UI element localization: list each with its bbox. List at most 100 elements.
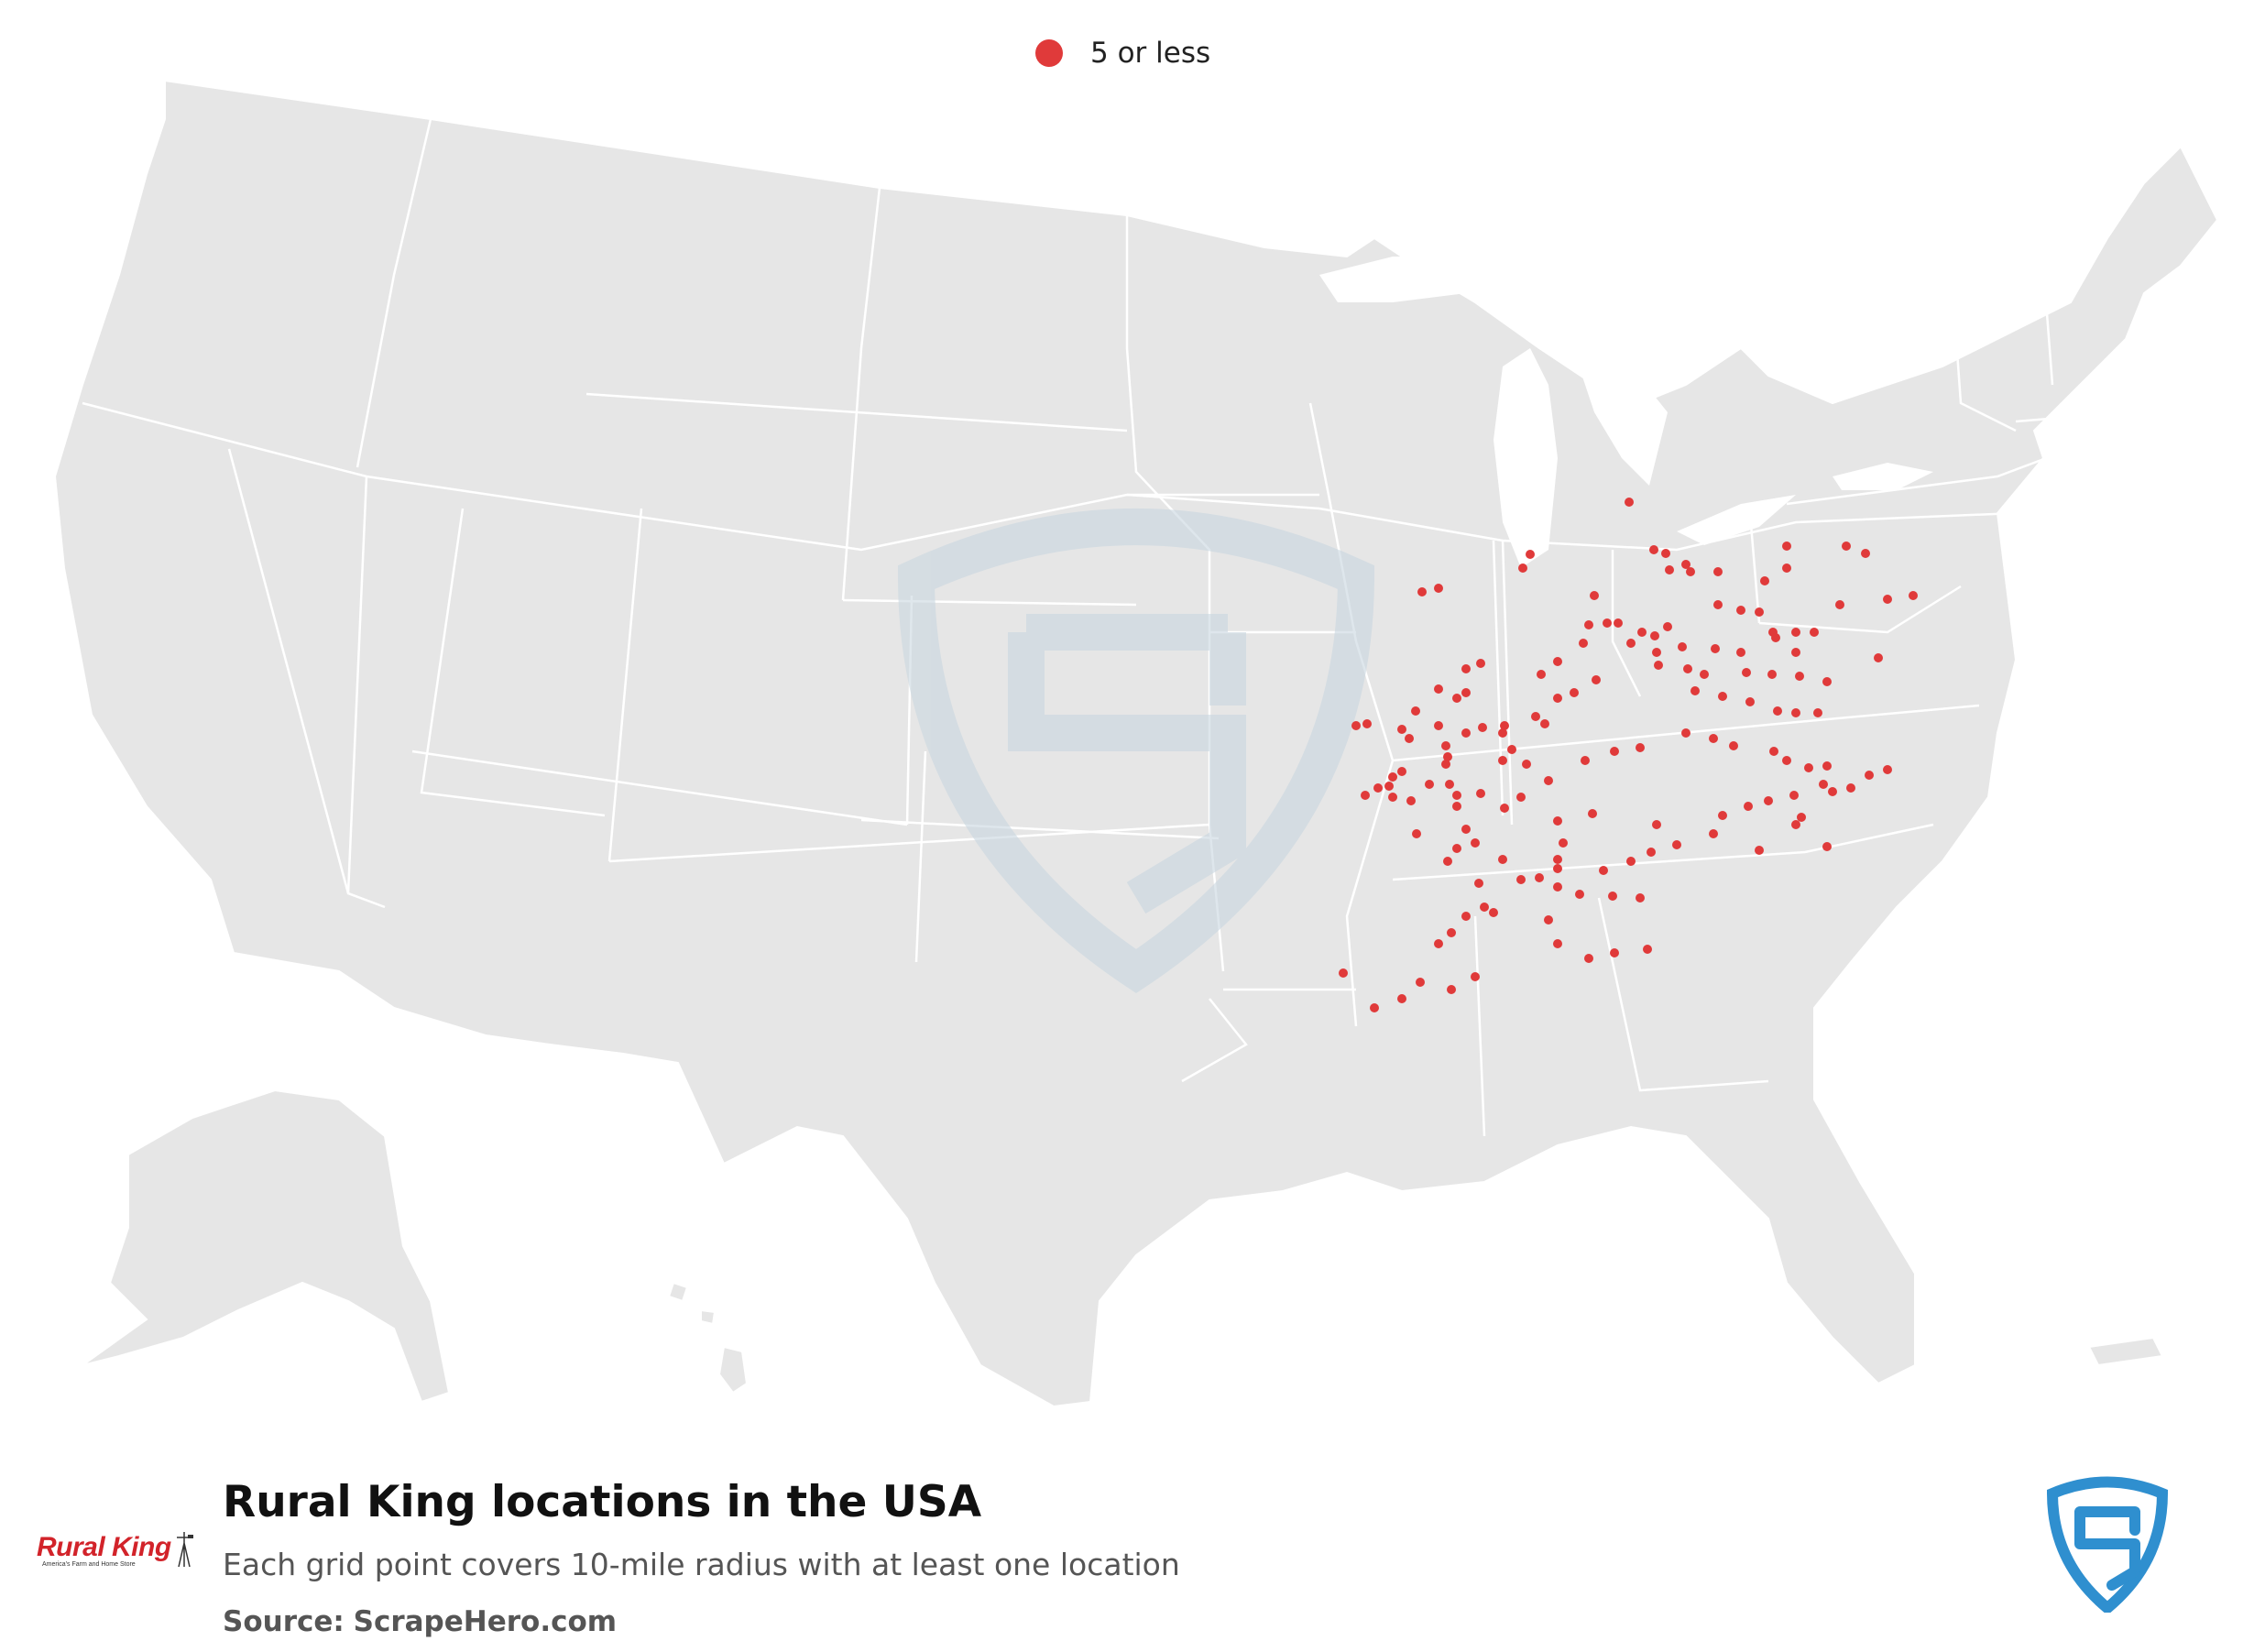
location-marker (1447, 985, 1456, 994)
location-marker (1441, 741, 1450, 750)
location-marker (1518, 563, 1527, 573)
location-marker (1406, 796, 1416, 805)
location-marker (1610, 948, 1619, 957)
location-marker (1500, 804, 1509, 813)
location-marker (1755, 846, 1764, 855)
location-marker (1570, 688, 1579, 697)
location-marker (1370, 1003, 1379, 1012)
location-marker (1672, 840, 1681, 849)
location-marker (1865, 771, 1874, 780)
location-marker (1498, 756, 1507, 765)
location-marker (1434, 684, 1443, 694)
location-marker (1537, 670, 1546, 679)
location-marker (1384, 782, 1394, 791)
legend-label: 5 or less (1090, 37, 1211, 70)
location-marker (1452, 844, 1461, 853)
location-marker (1742, 668, 1751, 677)
location-marker (1599, 866, 1608, 875)
location-marker (1654, 661, 1663, 670)
location-marker (1452, 802, 1461, 811)
location-marker (1636, 893, 1645, 903)
location-marker (1665, 565, 1674, 574)
location-marker (1476, 659, 1485, 668)
location-marker (1652, 648, 1661, 657)
location-marker (1461, 912, 1471, 921)
location-marker (1476, 789, 1485, 798)
location-marker (1579, 639, 1588, 648)
location-marker (1361, 791, 1370, 800)
location-marker (1713, 600, 1723, 609)
state-borders (82, 118, 2127, 1137)
location-marker (1590, 591, 1599, 600)
alaska (82, 1089, 451, 1404)
location-marker (1507, 745, 1516, 754)
location-marker (1683, 664, 1692, 673)
location-marker (1636, 743, 1645, 752)
location-marker (1647, 848, 1656, 857)
lake-huron (1576, 357, 1668, 486)
location-marker (1540, 719, 1549, 728)
location-marker (1797, 813, 1806, 822)
lake-erie (1677, 495, 1796, 545)
location-marker (1522, 760, 1531, 769)
location-marker (1498, 855, 1507, 864)
location-marker (1650, 631, 1659, 640)
us-map (53, 79, 2219, 1408)
source-label: Source: (223, 1605, 345, 1638)
logo-tagline: America's Farm and Home Store (42, 1561, 136, 1568)
lake-michigan (1494, 348, 1558, 568)
location-marker (1909, 591, 1918, 600)
scrapehero-shield-icon (2046, 1476, 2169, 1613)
location-marker (1553, 694, 1562, 703)
location-marker (1842, 542, 1851, 551)
legend-marker (1035, 39, 1063, 67)
location-marker (1804, 763, 1813, 772)
location-marker (1773, 706, 1782, 716)
windmill-icon (177, 1532, 193, 1568)
location-marker (1819, 780, 1828, 789)
source-line: Source: ScrapeHero.com (223, 1605, 617, 1638)
location-marker (1452, 791, 1461, 800)
location-marker (1471, 972, 1480, 981)
location-marker (1718, 811, 1727, 820)
location-marker (1588, 809, 1597, 818)
location-marker (1782, 563, 1791, 573)
location-marker (1681, 560, 1690, 569)
location-marker (1516, 793, 1526, 802)
location-marker (1553, 864, 1562, 873)
location-marker (1478, 723, 1487, 732)
location-marker (1789, 791, 1799, 800)
location-marker (1626, 639, 1636, 648)
location-marker (1351, 721, 1361, 730)
location-marker (1397, 767, 1406, 776)
location-marker (1661, 549, 1670, 558)
location-marker (1373, 783, 1383, 793)
source-value: ScrapeHero.com (353, 1605, 618, 1638)
location-marker (1553, 855, 1562, 864)
location-marker (1771, 633, 1780, 642)
location-marker (1637, 628, 1647, 637)
location-marker (1690, 686, 1700, 695)
location-marker (1729, 741, 1738, 750)
location-marker (1681, 728, 1690, 738)
location-marker (1745, 697, 1755, 706)
location-marker (1362, 719, 1372, 728)
location-marker (1397, 994, 1406, 1003)
location-marker (1531, 712, 1540, 721)
location-marker (1610, 747, 1619, 756)
location-marker (1828, 787, 1837, 796)
location-marker (1813, 708, 1822, 717)
location-marker (1835, 600, 1844, 609)
location-marker (1498, 728, 1507, 738)
location-marker (1767, 670, 1777, 679)
location-marker (1434, 584, 1443, 593)
location-marker (1526, 550, 1535, 559)
location-marker (1434, 721, 1443, 730)
location-marker (1471, 838, 1480, 848)
location-marker (1553, 939, 1562, 948)
location-marker (1791, 628, 1800, 637)
location-marker (1447, 928, 1456, 937)
location-marker (1397, 725, 1406, 734)
location-marker (1553, 657, 1562, 666)
rural-king-logo: Rural King America's Farm and Home Store (37, 1532, 211, 1587)
